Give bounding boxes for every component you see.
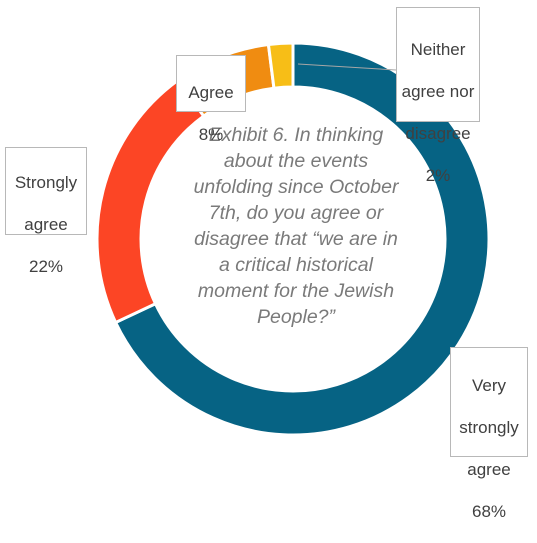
donut-slice-neither-agree-nor-disagree [268,43,293,88]
slice-label-very-strongly-agree: Very strongly agree 68% [450,347,528,457]
slice-label-strongly-agree: Strongly agree 22% [5,147,87,235]
slice-label-neither: Neither agree nor disagree 2% [396,7,480,122]
slice-label-agree: Agree 8% [176,55,246,112]
